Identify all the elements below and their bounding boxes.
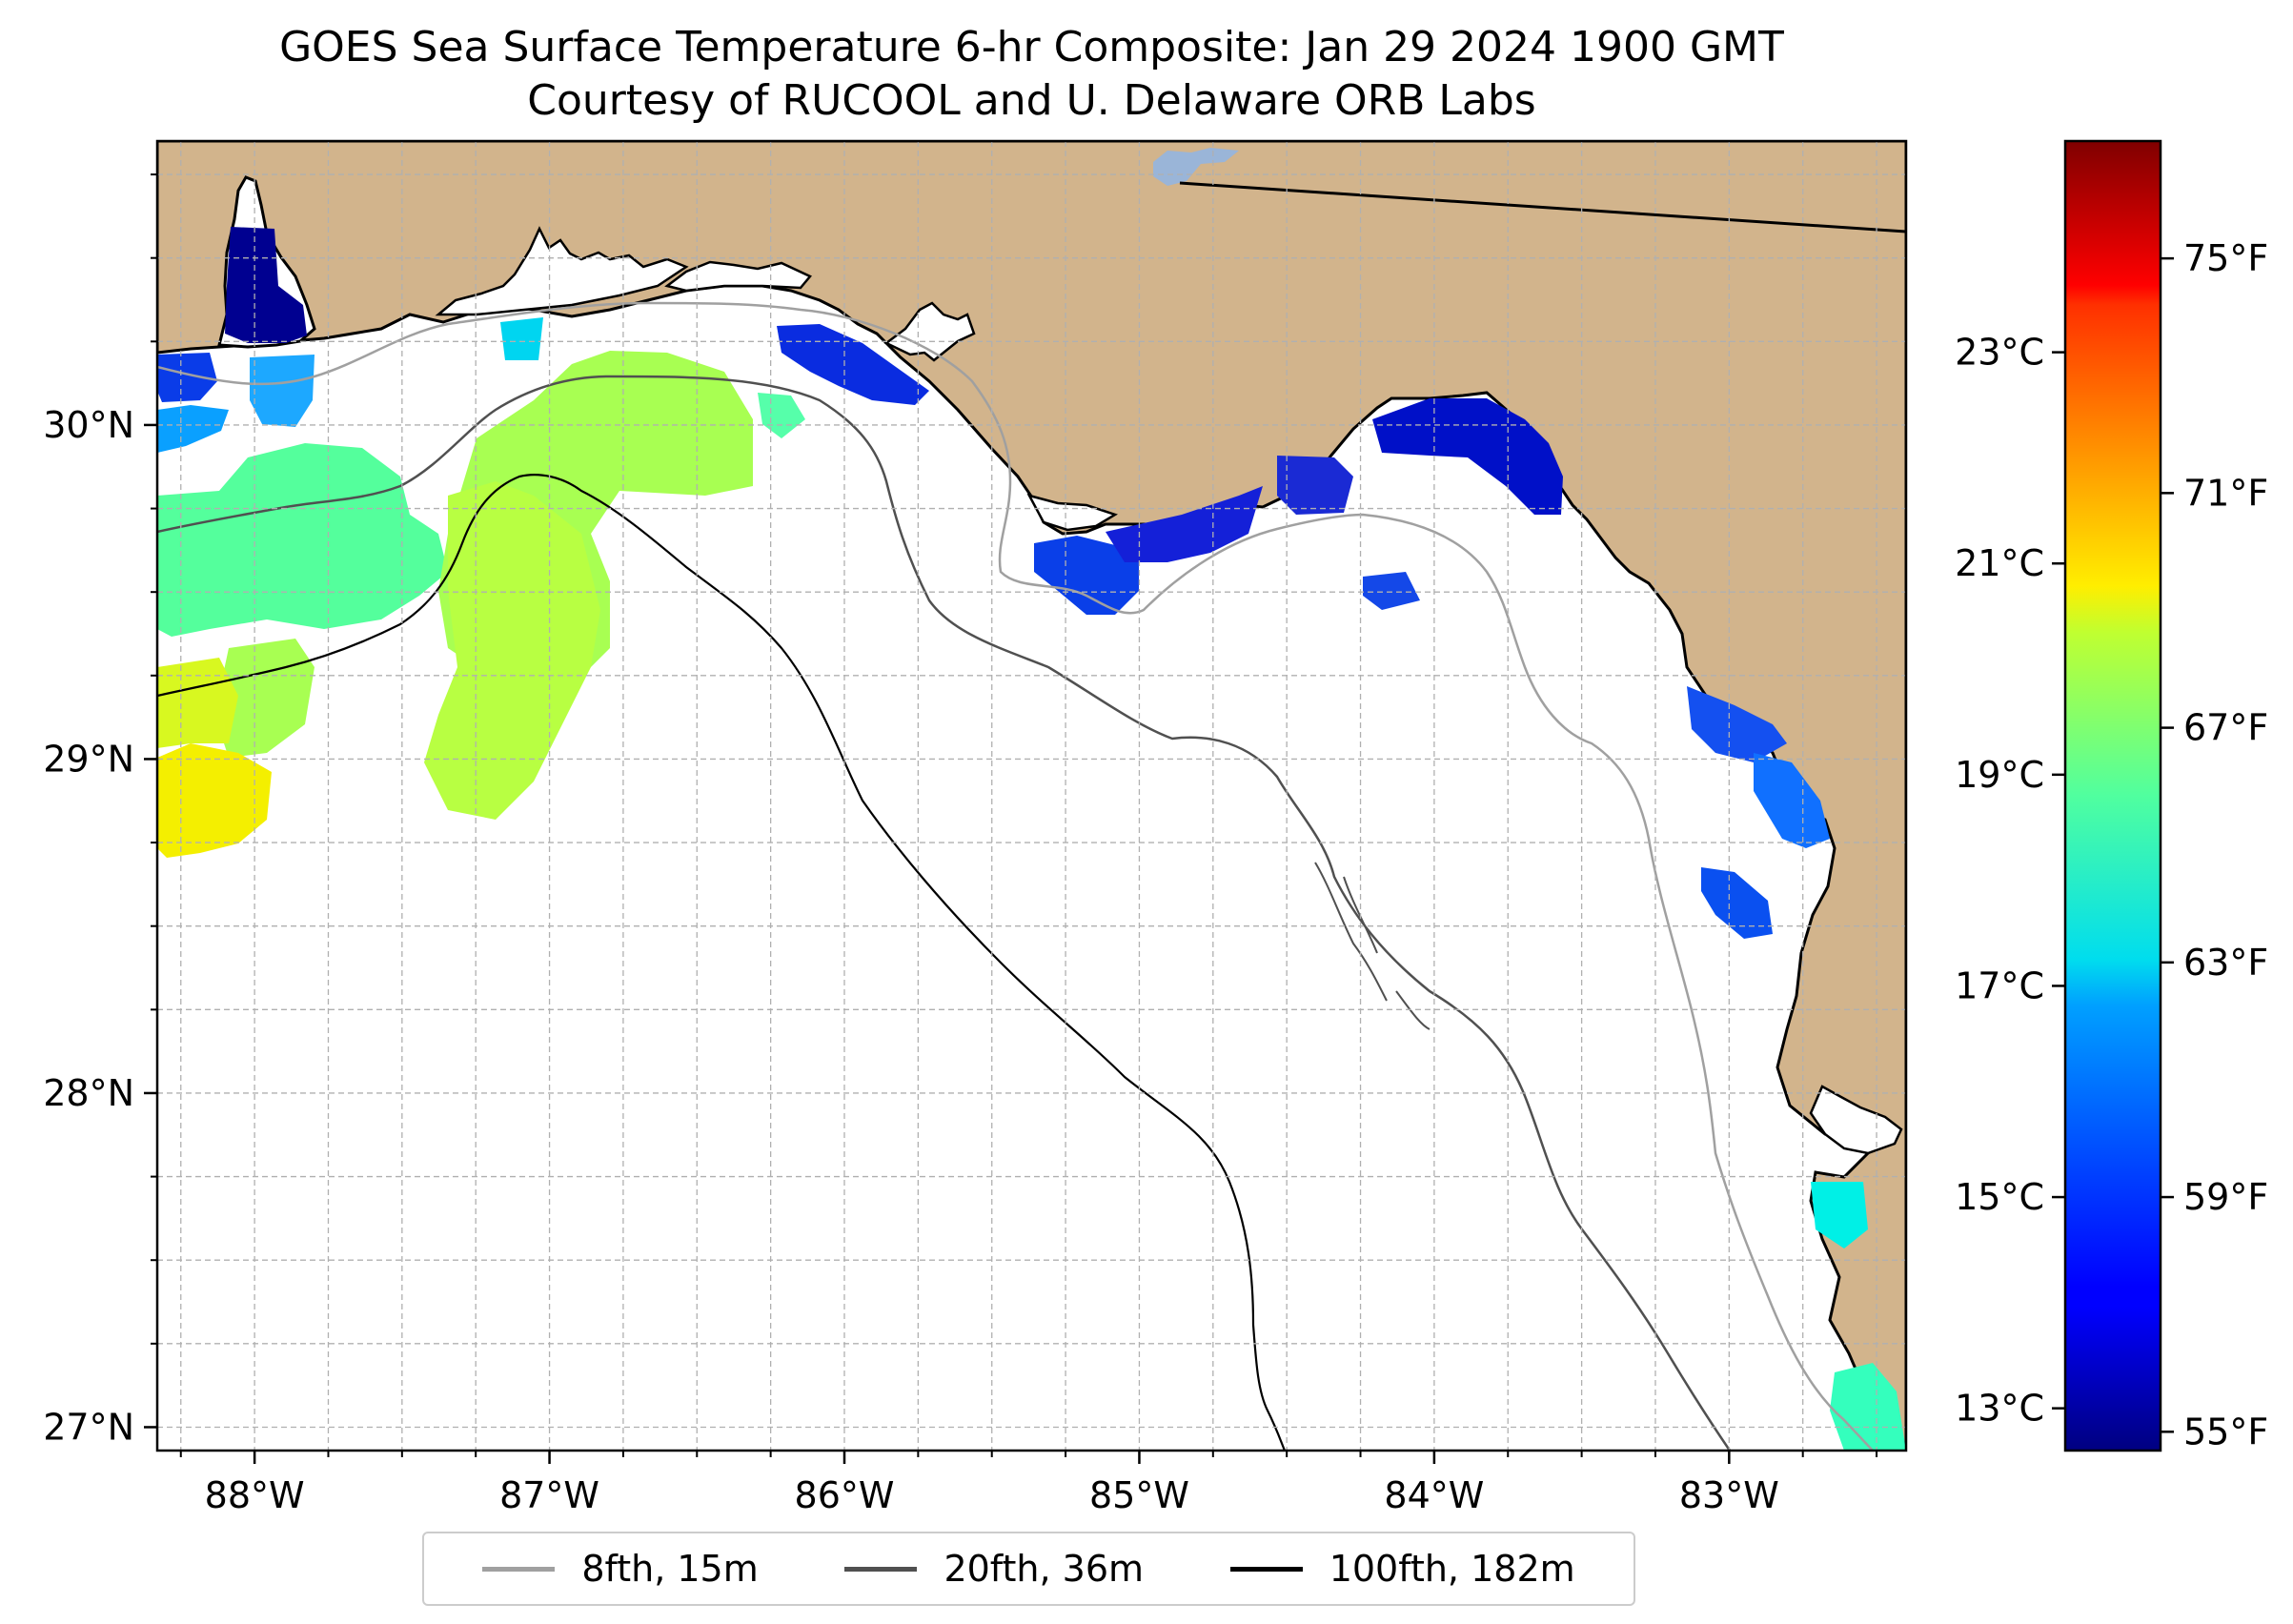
sst-patches	[157, 227, 1906, 1451]
colorbar-celsius-label: 13°C	[1955, 1388, 2044, 1430]
sst-patch-southwest-lime	[157, 658, 238, 748]
map-title: GOES Sea Surface Temperature 6-hr Compos…	[279, 23, 1784, 71]
sst-patch-south-desoto	[424, 481, 600, 820]
legend-swatch-100fth	[1229, 1566, 1303, 1572]
sst-patch-pensacola-cyan	[500, 317, 543, 360]
lon-tick-label: 87°W	[499, 1474, 599, 1516]
colorbar-gradient	[2063, 139, 2162, 1452]
colorbar-celsius-label: 21°C	[1955, 542, 2044, 584]
tampa-bay-water	[1809, 1085, 1903, 1155]
colorbar-fahrenheit-label: 63°F	[2183, 942, 2268, 984]
colorbar-fahrenheit-label: 55°F	[2183, 1411, 2268, 1452]
colorbar-fahrenheit-label: 71°F	[2183, 472, 2268, 514]
sst-patch-mobile-offshore	[250, 355, 315, 427]
lake-seminole	[1153, 148, 1239, 186]
lat-tick-label: 27°N	[43, 1406, 134, 1448]
map-subtitle: Courtesy of RUCOOL and U. Delaware ORB L…	[527, 76, 1536, 125]
sst-patch-apalachicola	[1277, 456, 1353, 515]
legend-label-8fth: 8fth, 15m	[581, 1548, 759, 1590]
lat-tick-label: 29°N	[43, 738, 134, 780]
sst-patch-west-shelf	[157, 443, 448, 637]
sst-patch-west-coast-blue	[157, 353, 217, 402]
st-andrew-bay-water	[883, 301, 976, 362]
colorbar-celsius-label: 17°C	[1955, 964, 2044, 1006]
sst-patch-cape-san-blas	[1034, 536, 1139, 615]
sst-patch-apalachee-offshore	[1363, 572, 1420, 610]
lon-tick-label: 84°W	[1384, 1474, 1484, 1516]
sst-patch-southwest-green	[214, 639, 315, 758]
colorbar-ticks: 13°C 15°C 17°C 19°C 21°C 23°C 55°F 59°F 63°F 67°F…	[1955, 237, 2268, 1452]
sst-patch-st-joe-bay	[1106, 486, 1263, 562]
sst-patch-pcb-cyan	[758, 393, 805, 438]
sst-patch-west-coast-cyan	[157, 405, 229, 453]
isobath-100fth	[157, 474, 1287, 1451]
pensacola-bay-water	[435, 226, 689, 316]
isobath-20fth	[157, 375, 1732, 1451]
lon-tick-label: 86°W	[795, 1474, 895, 1516]
colorbar-fahrenheit-label: 59°F	[2183, 1176, 2268, 1218]
isobath-8fth	[157, 301, 1874, 1451]
colorbar: 13°C 15°C 17°C 19°C 21°C 23°C 55°F 59°F 63°F 67°F…	[1955, 139, 2268, 1452]
map-frame	[155, 139, 1908, 1452]
lon-tick-label: 83°W	[1679, 1474, 1779, 1516]
state-boundary-line	[1179, 181, 1906, 233]
legend-item-8fth: 8fth, 15m	[482, 1548, 759, 1590]
apalachicola-bay-water	[1026, 494, 1118, 532]
lat-tick-label: 30°N	[43, 404, 134, 446]
legend-item-100fth: 100fth, 182m	[1229, 1548, 1575, 1590]
colorbar-fahrenheit-label: 75°F	[2183, 237, 2268, 279]
sst-patch-tampa-bay	[1811, 1182, 1868, 1248]
lat-tick-label: 28°N	[43, 1072, 134, 1114]
colorbar-celsius-label: 23°C	[1955, 332, 2044, 374]
sst-patch-sarasota	[1830, 1363, 1906, 1451]
sst-patch-cedar-key	[1701, 867, 1773, 939]
colorbar-celsius-label: 15°C	[1955, 1176, 2044, 1218]
sst-patch-mobile-bay	[225, 227, 307, 343]
legend-swatch-8fth	[482, 1566, 556, 1572]
isobath-lines	[157, 301, 1874, 1451]
sst-patch-choctawhatchee	[777, 324, 929, 405]
colorbar-celsius-label: 19°C	[1955, 754, 2044, 796]
map-gridlines	[157, 141, 1906, 1451]
legend-label-100fth: 100fth, 182m	[1329, 1548, 1575, 1590]
isobath-legend: 8fth, 15m 20fth, 36m 100fth, 182m	[422, 1532, 1635, 1606]
sst-patch-apalachee-bay	[1372, 398, 1563, 515]
sst-patch-big-bend-south	[1754, 753, 1830, 848]
sst-patch-big-bend-north	[1687, 686, 1787, 762]
legend-item-20fth: 20fth, 36m	[844, 1548, 1144, 1590]
sst-patch-southwest-yellow	[157, 743, 272, 858]
lon-tick-label: 85°W	[1089, 1474, 1189, 1516]
lon-tick-label: 88°W	[205, 1474, 305, 1516]
axis-ticks: 88°W 87°W 86°W 85°W 84°W 83°W 27°N 28°N 29°N 30°N	[43, 173, 1878, 1516]
colorbar-fahrenheit-label: 67°F	[2183, 707, 2268, 749]
choctawhatchee-bay-water	[664, 260, 812, 293]
legend-swatch-20fth	[844, 1566, 918, 1572]
legend-label-20fth: 20fth, 36m	[944, 1548, 1145, 1590]
